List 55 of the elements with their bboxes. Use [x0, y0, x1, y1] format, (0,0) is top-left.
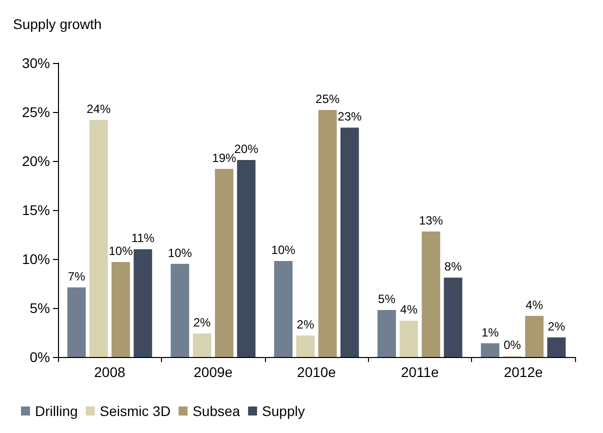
bar [318, 110, 337, 357]
data-label: 10% [168, 246, 192, 260]
bar [340, 128, 359, 357]
data-label: 4% [526, 298, 544, 312]
bar [422, 232, 440, 357]
x-tick-label: 2009e [194, 364, 233, 380]
chart-title: Supply growth [13, 16, 102, 32]
data-label: 11% [131, 231, 155, 246]
legend-label: Supply [262, 403, 305, 419]
x-tick-label: 2008 [94, 364, 126, 380]
x-tick-label: 2012e [504, 364, 543, 380]
data-label: 1% [481, 325, 500, 340]
x-tick-label: 2011e [400, 364, 440, 380]
data-label: 2% [548, 319, 566, 334]
data-label: 2% [296, 317, 314, 332]
bar [400, 320, 418, 357]
bar [525, 316, 544, 357]
data-label: 23% [338, 110, 362, 124]
bar [192, 333, 212, 357]
y-tick-label: 25% [22, 104, 50, 120]
y-tick-label: 0% [30, 349, 50, 365]
bar [444, 278, 462, 357]
data-label: 7% [68, 269, 86, 284]
bar [378, 310, 396, 357]
bar [296, 335, 315, 357]
data-label: 10% [271, 242, 296, 257]
data-label: 24% [86, 102, 111, 116]
y-tick-label: 30% [22, 55, 50, 71]
y-tick-label: 20% [22, 153, 50, 169]
bar [480, 343, 500, 357]
data-label: 2% [193, 315, 212, 330]
y-tick-label: 15% [22, 202, 50, 218]
bar [67, 287, 86, 357]
bar [547, 337, 566, 357]
bar [89, 120, 108, 357]
y-tick-label: 5% [30, 300, 50, 316]
legend-label: Drilling [35, 403, 78, 419]
bar [214, 168, 234, 357]
legend-label: Seismic 3D [100, 403, 171, 419]
bar [274, 260, 293, 357]
legend-label: Subsea [192, 403, 240, 419]
data-label: 8% [444, 260, 462, 274]
bar [112, 262, 130, 357]
data-label: 25% [316, 92, 340, 106]
data-label: 5% [378, 292, 396, 306]
data-label: 13% [418, 214, 444, 228]
y-tick-label: 10% [22, 251, 50, 267]
bar [237, 160, 256, 357]
bar [170, 264, 190, 357]
x-tick-label: 2010e [297, 364, 336, 380]
data-label: 20% [234, 142, 259, 156]
data-label: 0% [504, 338, 522, 352]
bar [134, 249, 152, 357]
data-label: 10% [108, 244, 134, 258]
data-label: 4% [400, 302, 418, 317]
